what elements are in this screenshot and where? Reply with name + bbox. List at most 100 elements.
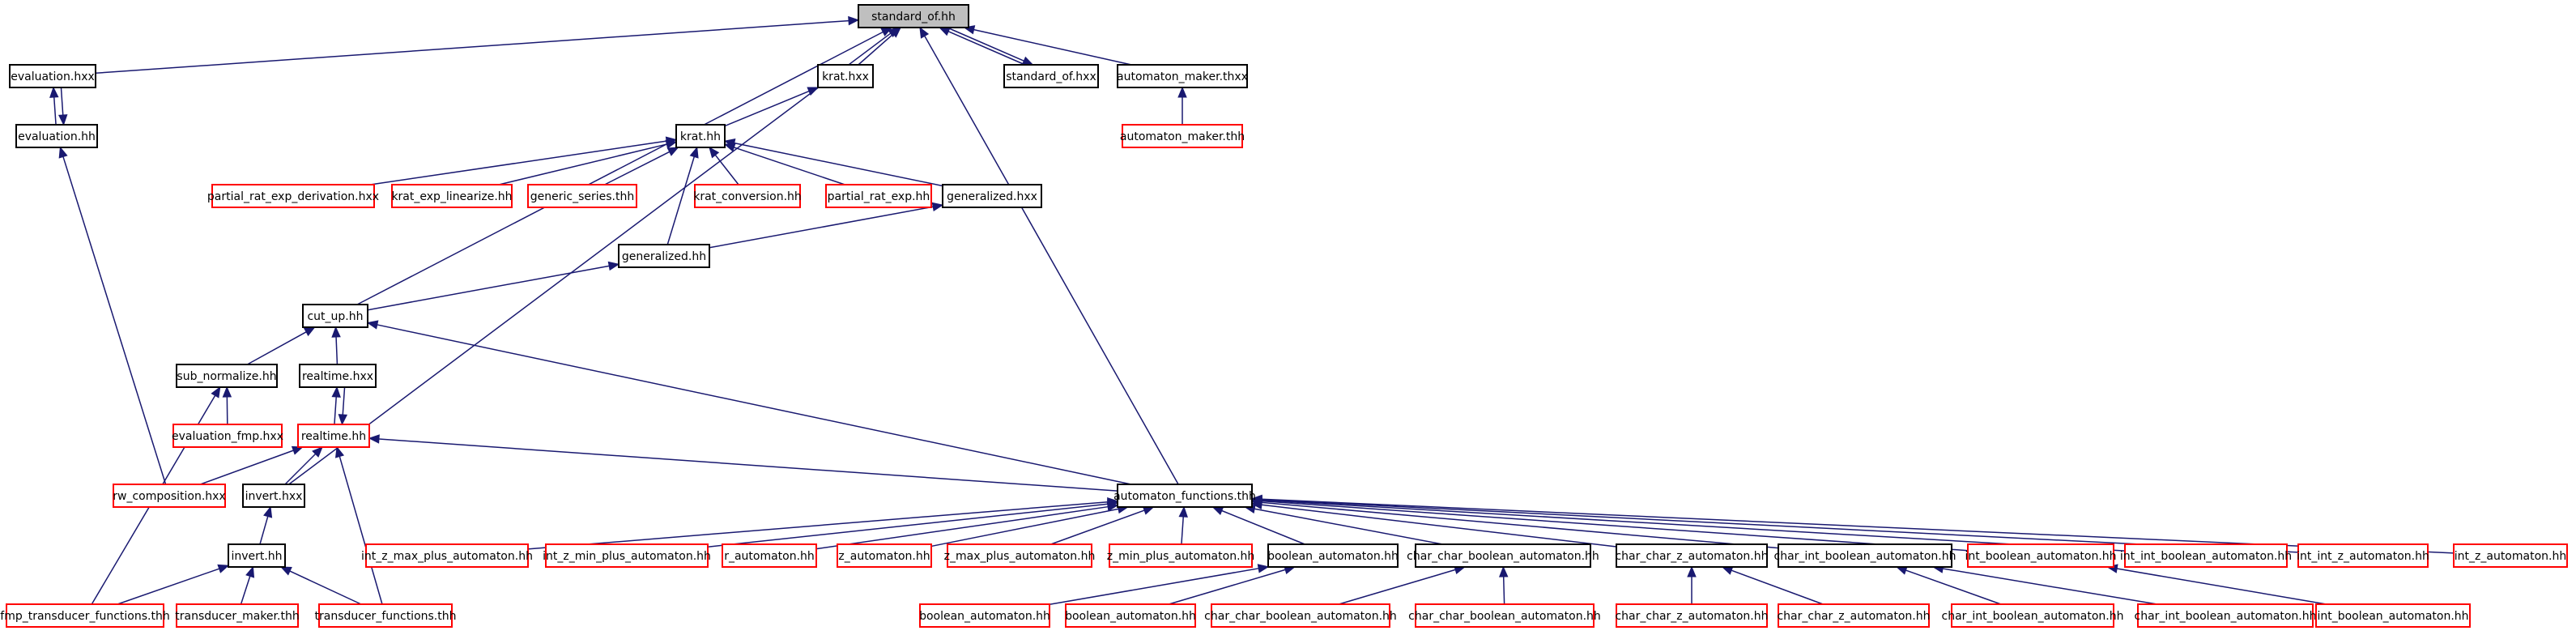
node-krat-hh[interactable]: krat.hh [675,124,726,148]
node-box [365,543,529,568]
node-char-char-boolean-automaton-hh-b[interactable]: char_char_boolean_automaton.hh [1204,603,1397,628]
node-box [618,244,710,268]
node-generalized-hh[interactable]: generalized.hh [618,244,710,268]
node-boolean-automaton-hh-b[interactable]: boolean_automaton.hh [919,603,1050,628]
arrowhead-generalized_hh-to-generalized_hxx [931,202,944,212]
node-invert-hxx[interactable]: invert.hxx [242,484,305,508]
node-label: char_int_boolean_automaton.hh [2135,610,2317,623]
node-krat-hxx[interactable]: krat.hxx [817,64,874,88]
arrowhead-r_automaton_hh-to-automaton_functions_thh [1106,502,1119,512]
node-automaton-maker-thxx[interactable]: automaton_maker.thxx [1117,64,1248,88]
node-evaluation-hxx[interactable]: evaluation.hxx [9,64,96,88]
edge-realtime_hh-to-realtime_hxx [334,396,337,425]
node-label: partial_rat_exp.hh [828,190,930,203]
node-label: evaluation.hxx [11,70,95,83]
node-transducer-maker-thh[interactable]: transducer_maker.thh [175,603,300,628]
node-char-char-boolean-automaton-hh-c[interactable]: char_char_boolean_automaton.hh [1408,603,1601,628]
node-char-char-boolean-automaton-hh-a[interactable]: char_char_boolean_automaton.hh [1407,543,1599,568]
node-box [1415,603,1595,628]
node-char-int-boolean-automaton-hh-b[interactable]: char_int_boolean_automaton.hh [1942,603,2124,628]
node-evaluation-fmp-hxx[interactable]: evaluation_fmp.hxx [172,424,283,448]
node-label: transducer_functions.thh [315,610,457,623]
edge-generalized_hh-to-krat_hh [666,156,695,245]
arrowhead-invert_hh-to-invert_hxx [263,505,273,518]
node-int-boolean-automaton-hh-b[interactable]: int_boolean_automaton.hh [2315,603,2471,628]
node-label: fmp_transducer_functions.thh [0,610,169,623]
node-evaluation-hh[interactable]: evaluation.hh [15,124,98,148]
node-char-char-z-automaton-hh-a[interactable]: char_char_z_automaton.hh [1615,543,1769,568]
arrowhead-z_min_plus_automaton_hh-to-automaton_functions_thh [1178,505,1188,518]
node-int-z-automaton-hh[interactable]: int_z_automaton.hh [2453,543,2568,568]
node-invert-hh[interactable]: invert.hh [228,543,286,568]
node-z-automaton-hh[interactable]: z_automaton.hh [837,543,932,568]
node-label: boolean_automaton.hh [919,610,1050,623]
node-partial-rat-exp-derivation-hxx[interactable]: partial_rat_exp_derivation.hxx [207,184,379,208]
node-int-z-min-plus-automaton-hh[interactable]: int_z_min_plus_automaton.hh [543,543,711,568]
node-generalized-hxx[interactable]: generalized.hxx [942,184,1042,208]
edge-generalized_hh-to-generalized_hxx [709,206,934,249]
arrowhead-boolean_automaton_hh_a-to-automaton_functions_thh [1211,506,1224,516]
arrowhead-krat_exp_linearize_hh-to-krat_hh [665,139,678,149]
node-label: boolean_automaton.hh [1065,610,1196,623]
node-krat-conversion-hh[interactable]: krat_conversion.hh [693,184,802,208]
node-z-max-plus-automaton-hh[interactable]: z_max_plus_automaton.hh [944,543,1096,568]
node-r-automaton-hh[interactable]: r_automaton.hh [722,543,817,568]
node-box [302,304,368,328]
node-krat-exp-linearize-hh[interactable]: krat_exp_linearize.hh [391,184,513,208]
node-label: char_int_boolean_automaton.hh [1774,550,1956,563]
node-boolean-automaton-hh-a[interactable]: boolean_automaton.hh [1267,543,1399,568]
node-label: int_boolean_automaton.hh [1965,550,2116,563]
node-box [825,184,932,208]
node-int-z-max-plus-automaton-hh[interactable]: int_z_max_plus_automaton.hh [361,543,533,568]
edge-boolean_automaton_hh_b-to-boolean_automaton_hh_a [1049,568,1259,605]
edge-char_char_boolean_automaton_hh_a-to-automaton_functions_thh [1254,508,1443,545]
node-partial-rat-exp-hh[interactable]: partial_rat_exp.hh [825,184,932,208]
edge-int_boolean_automaton_hh_a-to-automaton_functions_thh [1261,500,1969,552]
node-int-int-boolean-automaton-hh[interactable]: int_int_boolean_automaton.hh [2120,543,2292,568]
node-box [1616,543,1768,568]
arrowhead-realtime_hh-to-realtime_hxx [331,386,341,398]
node-transducer-functions-thh[interactable]: transducer_functions.thh [315,603,457,628]
node-automaton-maker-thh[interactable]: automaton_maker.thh [1120,124,1245,148]
node-label: cut_up.hh [307,310,363,323]
node-box [172,424,283,448]
node-label: char_char_boolean_automaton.hh [1408,610,1601,623]
node-label: standard_of.hh [871,11,956,23]
arrowhead-automaton_functions_thh-to-cut_up_hh [366,320,379,330]
node-generic-series-thh[interactable]: generic_series.thh [527,184,637,208]
node-sub-normalize-hh[interactable]: sub_normalize.hh [176,364,278,388]
node-label: int_int_boolean_automaton.hh [2120,550,2292,563]
node-standard-of-hxx[interactable]: standard_of.hxx [1003,64,1099,88]
edge-int_z_min_plus_automaton_hh-to-automaton_functions_thh [707,503,1109,548]
node-label: invert.hh [231,550,282,563]
node-realtime-hxx[interactable]: realtime.hxx [299,364,377,388]
edge-char_int_boolean_automaton_hh_c-to-char_int_boolean_automaton_hh_a [1942,568,2157,605]
node-z-min-plus-automaton-hh[interactable]: z_min_plus_automaton.hh [1107,543,1255,568]
node-automaton-functions-thh[interactable]: automaton_functions.thh [1113,484,1256,508]
node-int-int-z-automaton-hh[interactable]: int_int_z_automaton.hh [2297,543,2429,568]
node-fmp-transducer-functions-thh[interactable]: fmp_transducer_functions.thh [0,603,170,628]
node-char-int-boolean-automaton-hh-c[interactable]: char_int_boolean_automaton.hh [2135,603,2317,628]
node-label: z_min_plus_automaton.hh [1107,550,1255,563]
node-boolean-automaton-hh-c[interactable]: boolean_automaton.hh [1065,603,1196,628]
node-label: krat_exp_linearize.hh [391,190,512,203]
edge-char_char_z_automaton_hh_a-to-automaton_functions_thh [1261,504,1617,548]
node-box [2137,603,2314,628]
node-box [837,543,932,568]
node-cut-up-hh[interactable]: cut_up.hh [302,304,368,328]
node-int-boolean-automaton-hh-a[interactable]: int_boolean_automaton.hh [1965,543,2117,568]
node-label: generalized.hxx [947,190,1037,203]
node-char-int-boolean-automaton-hh-a[interactable]: char_int_boolean_automaton.hh [1774,543,1956,568]
arrowhead-generic_series_thh-to-krat_hh [666,147,679,156]
edge-int_z_max_plus_automaton_hh-to-automaton_functions_thh [527,501,1109,550]
node-realtime-hh[interactable]: realtime.hh [297,424,370,448]
edge-char_char_boolean_automaton_hh_b-to-char_char_boolean_automaton_hh_a [1339,569,1456,605]
node-box [1065,603,1196,628]
node-char-char-z-automaton-hh-c[interactable]: char_char_z_automaton.hh [1777,603,1931,628]
edge-partial_rat_exp_derivation_hxx-to-krat_hh [370,140,667,185]
node-label: rw_composition.hxx [113,490,225,503]
edge-int_boolean_automaton_hh_b-to-int_boolean_automaton_hh_a [2117,568,2327,605]
node-char-char-z-automaton-hh-b[interactable]: char_char_z_automaton.hh [1615,603,1769,628]
node-label: automaton_functions.thh [1113,490,1256,503]
node-rw-composition-hxx[interactable]: rw_composition.hxx [113,484,226,508]
